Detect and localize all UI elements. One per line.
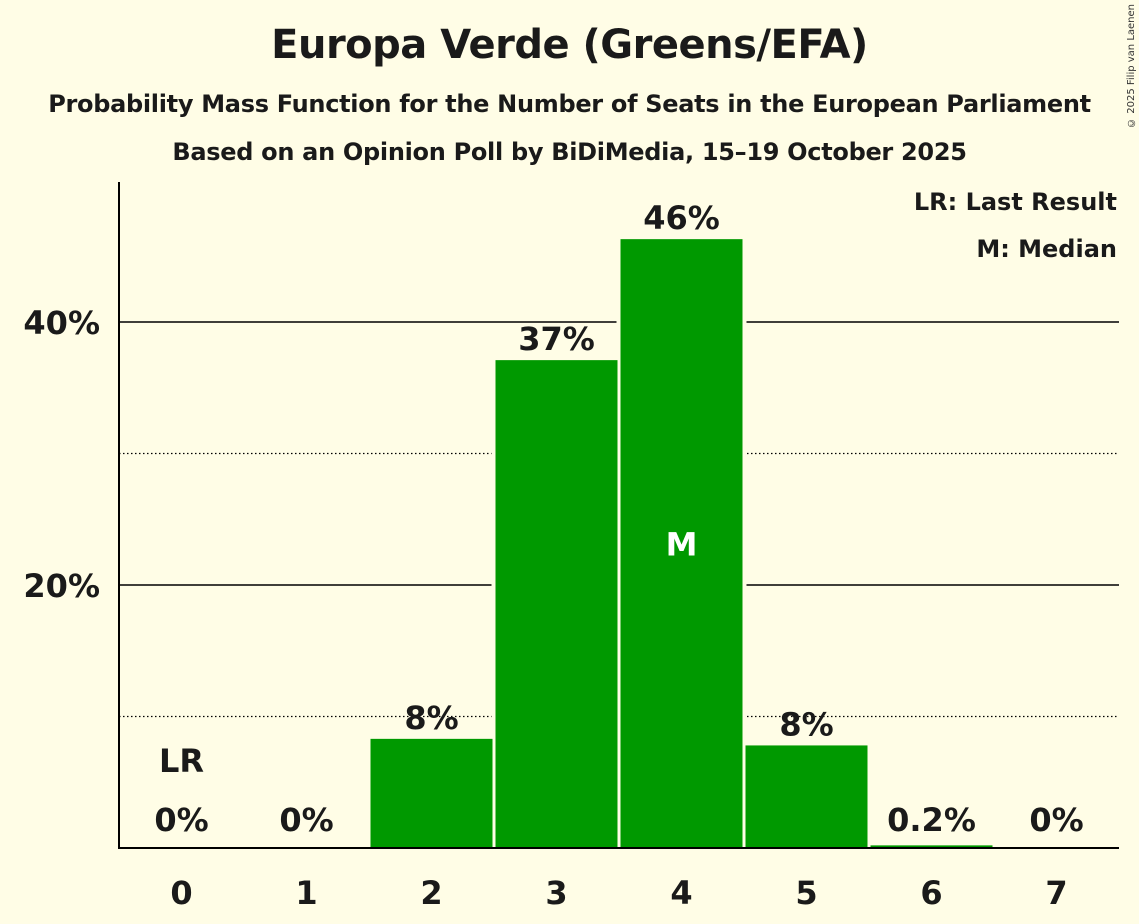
bar-2 <box>370 738 493 848</box>
x-tick-label: 0 <box>170 874 192 912</box>
value-label: 46% <box>643 199 720 237</box>
value-label: 0% <box>1029 801 1083 839</box>
x-tick-label: 1 <box>295 874 317 912</box>
y-tick-label: 40% <box>23 304 100 342</box>
legend-median: M: Median <box>976 235 1117 263</box>
x-tick-label: 2 <box>420 874 442 912</box>
chart-source: Based on an Opinion Poll by BiDiMedia, 1… <box>172 138 967 166</box>
value-label: 8% <box>779 705 833 743</box>
x-tick-label: 4 <box>670 874 692 912</box>
value-label: 8% <box>404 699 458 737</box>
value-label: 0% <box>154 801 208 839</box>
value-label: 0.2% <box>887 801 976 839</box>
last-result-marker: LR <box>159 742 204 780</box>
bar-6 <box>870 845 993 848</box>
value-label: 37% <box>518 320 595 358</box>
chart-subtitle: Probability Mass Function for the Number… <box>48 90 1091 118</box>
bar-halo <box>866 841 997 848</box>
x-tick-label: 5 <box>795 874 817 912</box>
y-tick-label: 20% <box>23 567 100 605</box>
median-marker: M <box>666 526 698 564</box>
value-label: 0% <box>279 801 333 839</box>
bar-5 <box>745 745 868 848</box>
x-tick-label: 6 <box>920 874 942 912</box>
bar-4 <box>620 239 743 848</box>
legend-last-result: LR: Last Result <box>914 188 1117 216</box>
x-tick-label: 3 <box>545 874 567 912</box>
x-tick-label: 7 <box>1045 874 1067 912</box>
bar-3 <box>495 360 618 848</box>
chart-title: Europa Verde (Greens/EFA) <box>271 22 868 68</box>
